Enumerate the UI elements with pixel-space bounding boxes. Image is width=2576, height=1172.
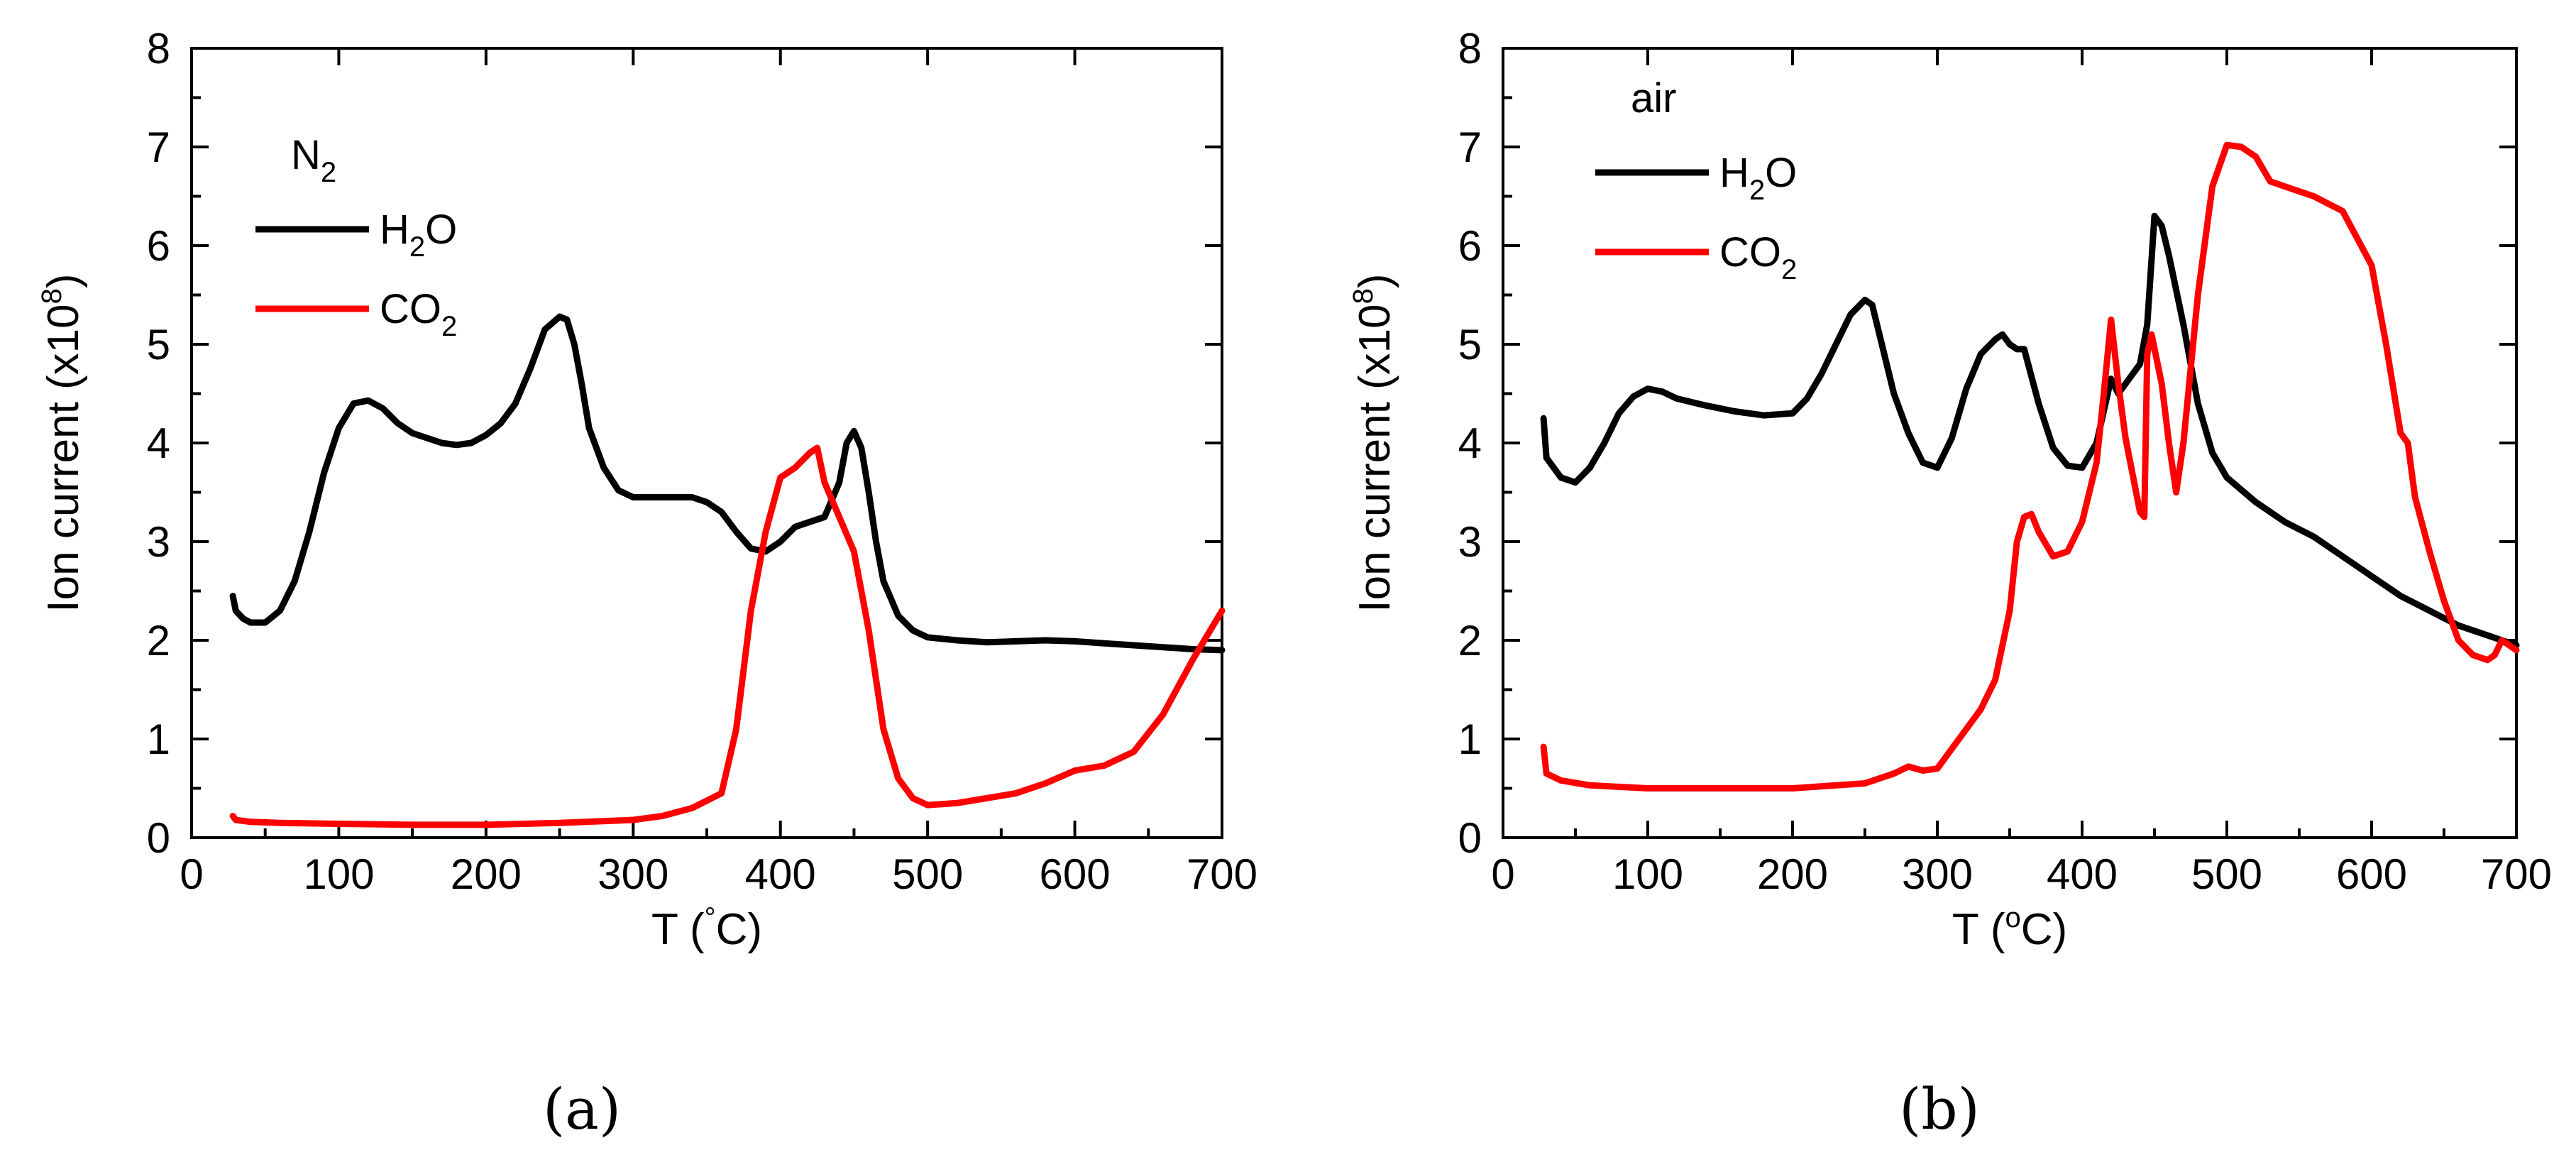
x-axis-title-degree: o [2005, 902, 2020, 933]
y-tick-label: 8 [147, 25, 170, 72]
legend-title-subscript: 2 [321, 157, 336, 188]
caption-a: (a) [543, 1076, 621, 1142]
y-axis-title-text: Ion current (x10 [1350, 304, 1399, 612]
chart-panel-b: 0 100 200 300 400 500 600 700 0 1 2 3 4 5 6 7 8 T (oC) Ion… [1348, 25, 2552, 954]
plot-frame [190, 47, 1223, 839]
y-axis-title-exponent: 8 [36, 288, 67, 304]
legend-label-co2: CO2 [380, 286, 457, 342]
series-line-co2 [229, 444, 1226, 828]
legend-title: N2 [291, 132, 336, 188]
x-tick-label: 0 [1491, 850, 1514, 898]
y-tick-label: 1 [147, 716, 170, 763]
y-tick-label: 2 [147, 617, 170, 664]
x-tick-label: 200 [451, 850, 522, 898]
legend-label-base: CO [380, 286, 441, 332]
legend-title-text: N [291, 132, 321, 178]
x-axis-title: T (°C) [651, 902, 762, 954]
y-tick-label: 8 [1458, 25, 1482, 72]
caption-b: (b) [1899, 1076, 1980, 1142]
y-tick-label: 5 [1458, 321, 1482, 368]
x-tick-label: 0 [180, 850, 203, 898]
y-tick-label: 0 [147, 814, 170, 862]
x-axis-title-text: T ( [1952, 905, 2005, 954]
y-axis-title-exponent: 8 [1348, 288, 1379, 304]
series-line-h2o [229, 313, 1226, 654]
y-tick-label: 4 [147, 420, 170, 467]
legend-label-tail: O [1765, 150, 1797, 196]
x-tick-label: 100 [1612, 850, 1683, 898]
x-axis-title-text: T ( [651, 905, 705, 954]
legend-label-base: H [380, 207, 409, 253]
x-axis-title-degree: ° [705, 902, 716, 933]
x-tick-label: 500 [2191, 850, 2262, 898]
legend-label-co2: CO2 [1719, 229, 1797, 285]
legend-label-subscript: 2 [1781, 254, 1797, 285]
y-tick-label: 6 [147, 222, 170, 270]
chart-panel-a: 0 100 200 300 400 500 600 700 0 1 2 3 4 5 6 7 8 T (°C) Ion… [36, 25, 1257, 954]
y-axis-title-close: ) [39, 273, 88, 288]
x-tick-label: 300 [1902, 850, 1973, 898]
x-tick-label: 500 [892, 850, 963, 898]
x-axis-title-unit: C) [716, 905, 762, 954]
x-tick-label: 200 [1757, 850, 1828, 898]
legend-label-base: H [1719, 150, 1749, 196]
x-axis-title-unit: C) [2021, 905, 2067, 954]
x-tick-label: 400 [745, 850, 816, 898]
x-tick-label: 700 [1187, 850, 1257, 898]
legend-label-subscript: 2 [1749, 175, 1765, 206]
x-tick-label: 700 [2481, 850, 2552, 898]
legend-label-subscript: 2 [441, 311, 457, 342]
y-tick-label: 7 [1458, 124, 1482, 171]
y-tick-label: 2 [1458, 617, 1482, 664]
y-tick-label: 7 [147, 124, 170, 171]
y-tick-label: 3 [147, 518, 170, 566]
legend-label-h2o: H2O [380, 207, 457, 263]
legend-label-h2o: H2O [1719, 150, 1797, 206]
plot-frame [1502, 47, 2518, 839]
legend-title-text: air [1631, 75, 1676, 121]
x-axis-title: T (oC) [1952, 902, 2067, 954]
legend-label-tail: O [425, 207, 457, 253]
y-axis-title-text: Ion current (x10 [39, 304, 88, 612]
x-tick-label: 300 [598, 850, 668, 898]
y-tick-label: 3 [1458, 518, 1482, 566]
x-tick-label: 600 [2336, 850, 2407, 898]
y-tick-label: 6 [1458, 222, 1482, 270]
x-tick-label: 600 [1040, 850, 1111, 898]
y-axis-title: Ion current (x108) [1348, 273, 1399, 612]
legend-title: air [1631, 75, 1676, 121]
y-tick-label: 5 [147, 321, 170, 368]
y-axis-title: Ion current (x108) [36, 273, 88, 612]
series-line-co2 [1540, 141, 2520, 792]
x-tick-label: 400 [2047, 850, 2118, 898]
y-tick-label: 1 [1458, 716, 1482, 763]
series-line-h2o [1540, 212, 2520, 649]
legend-label-base: CO [1719, 229, 1781, 275]
legend-label-subscript: 2 [409, 231, 425, 263]
x-tick-label: 100 [303, 850, 374, 898]
y-axis-title-close: ) [1350, 273, 1399, 288]
y-tick-label: 0 [1458, 814, 1482, 862]
y-tick-label: 4 [1458, 420, 1482, 467]
